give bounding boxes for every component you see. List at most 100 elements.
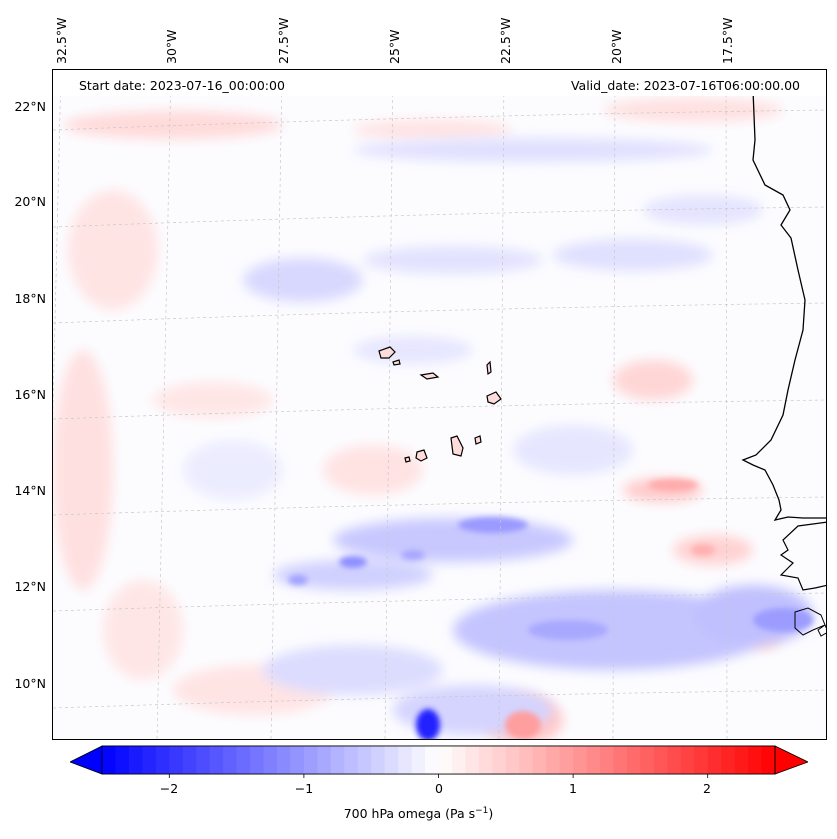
colorbar-band bbox=[519, 746, 534, 774]
island-brava bbox=[404, 456, 411, 463]
cape-verde-islands bbox=[378, 346, 502, 463]
colorbar-band bbox=[532, 746, 547, 774]
lat-label-14n: 14°N bbox=[14, 483, 46, 498]
omega-field-map bbox=[53, 70, 826, 739]
lat-label-22n: 22°N bbox=[14, 99, 46, 114]
colorbar-band bbox=[761, 746, 776, 774]
colorbar-band bbox=[640, 746, 655, 774]
colorbar-band bbox=[465, 746, 480, 774]
coastline-guinea bbox=[779, 521, 826, 591]
colorbar-extend-max bbox=[774, 745, 808, 775]
colorbar-band bbox=[492, 746, 507, 774]
colorbar-band bbox=[263, 746, 278, 774]
colorbar-band bbox=[546, 746, 561, 774]
omega-negative-areas bbox=[183, 138, 813, 735]
colorbar-band bbox=[478, 746, 493, 774]
colorbar-label-close: ) bbox=[488, 806, 494, 822]
colorbar-label-unit-exponent: −1 bbox=[475, 806, 489, 816]
colorbar-band bbox=[384, 746, 399, 774]
lon-label-20w: 20°W bbox=[609, 29, 624, 64]
colorbar-band bbox=[600, 746, 614, 774]
lat-label-16n: 16°N bbox=[14, 387, 46, 402]
lon-label-25w: 25°W bbox=[387, 29, 402, 64]
colorbar bbox=[70, 745, 808, 778]
lat-label-12n: 12°N bbox=[14, 579, 46, 594]
colorbar-band bbox=[330, 746, 345, 774]
colorbar-band bbox=[236, 746, 251, 774]
colorbar-band bbox=[398, 746, 413, 774]
colorbar-band bbox=[223, 746, 238, 774]
island-sao-vicente bbox=[392, 359, 401, 366]
colorbar-band bbox=[626, 746, 641, 774]
island-maio bbox=[474, 435, 482, 445]
lon-label-32-5w: 32.5°W bbox=[54, 17, 69, 64]
gridlines bbox=[53, 70, 826, 739]
colorbar-band bbox=[451, 746, 466, 774]
island-boa-vista bbox=[486, 391, 502, 405]
colorbar-band bbox=[155, 746, 170, 774]
colorbar-band bbox=[411, 746, 426, 774]
colorbar-band bbox=[694, 746, 709, 774]
coastline-west-africa bbox=[741, 89, 826, 521]
header-band bbox=[53, 70, 826, 96]
colorbar-extend-min bbox=[70, 745, 103, 775]
colorbar-bands bbox=[102, 746, 776, 774]
island-santo-antao bbox=[378, 346, 396, 359]
lon-label-30w: 30°W bbox=[164, 29, 179, 64]
colorbar-band bbox=[613, 746, 628, 774]
colorbar-band bbox=[559, 746, 574, 774]
colorbar-band bbox=[653, 746, 668, 774]
coastline-bissau-islands bbox=[794, 607, 826, 637]
colorbar-band bbox=[667, 746, 682, 774]
omega-positive-areas bbox=[53, 98, 783, 739]
island-fogo bbox=[415, 449, 428, 462]
colorbar-band bbox=[290, 746, 305, 774]
colorbar-band bbox=[505, 746, 520, 774]
lat-label-10n: 10°N bbox=[14, 676, 46, 691]
colorbar-band bbox=[102, 746, 116, 774]
lon-label-17-5w: 17.5°W bbox=[720, 17, 735, 64]
colorbar-band bbox=[734, 746, 749, 774]
colorbar-band bbox=[357, 746, 372, 774]
colorbar-band bbox=[209, 746, 224, 774]
start-date-label: Start date: 2023-07-16_00:00:00 bbox=[79, 78, 285, 93]
colorbar-band bbox=[707, 746, 722, 774]
colorbar-band bbox=[317, 746, 332, 774]
colorbar-tick-neg1: −1 bbox=[294, 781, 314, 796]
colorbar-band bbox=[586, 746, 601, 774]
colorbar-band bbox=[303, 746, 318, 774]
map-panel bbox=[52, 69, 827, 740]
colorbar-band bbox=[438, 746, 453, 774]
colorbar-label-main: 700 hPa omega (Pa s bbox=[343, 806, 476, 822]
colorbar-tick-1: 1 bbox=[569, 781, 577, 796]
colorbar-band bbox=[276, 746, 291, 774]
colorbar-band bbox=[680, 746, 695, 774]
colorbar-band bbox=[128, 746, 143, 774]
colorbar-tick-2: 2 bbox=[703, 781, 711, 796]
colorbar-tick-neg2: −2 bbox=[159, 781, 179, 796]
colorbar-band bbox=[115, 746, 130, 774]
colorbar-band bbox=[344, 746, 359, 774]
colorbar-band bbox=[182, 746, 197, 774]
island-sal bbox=[486, 360, 492, 376]
colorbar-band bbox=[721, 746, 736, 774]
lat-label-20n: 20°N bbox=[14, 194, 46, 209]
colorbar-band bbox=[169, 746, 184, 774]
colorbar-band bbox=[371, 746, 386, 774]
colorbar-tick-0: 0 bbox=[435, 781, 443, 796]
colorbar-band bbox=[196, 746, 211, 774]
island-sao-nicolau bbox=[419, 372, 440, 380]
colorbar-label: 700 hPa omega (Pa s−1) bbox=[0, 806, 837, 821]
island-santiago bbox=[450, 435, 464, 457]
lon-label-22-5w: 22.5°W bbox=[498, 17, 513, 64]
colorbar-band bbox=[250, 746, 265, 774]
colorbar-band bbox=[142, 746, 157, 774]
omega-strong-cores bbox=[288, 479, 813, 739]
lat-label-18n: 18°N bbox=[14, 291, 46, 306]
colorbar-band bbox=[573, 746, 588, 774]
valid-date-label: Valid_date: 2023-07-16T06:00:00.00 bbox=[570, 78, 800, 93]
colorbar-tick-marks bbox=[168, 774, 709, 778]
colorbar-band bbox=[748, 746, 763, 774]
lon-label-27-5w: 27.5°W bbox=[276, 17, 291, 64]
colorbar-band bbox=[425, 746, 439, 774]
